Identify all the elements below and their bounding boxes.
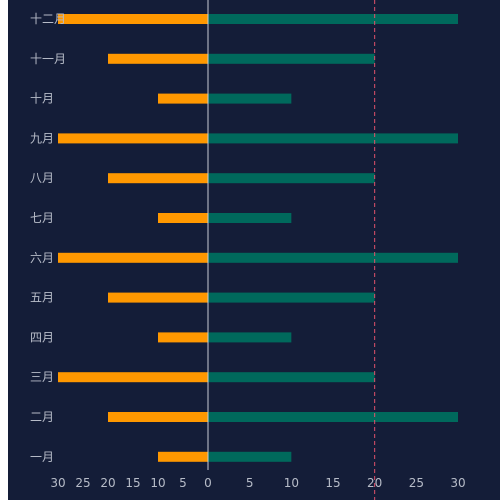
category-label-3: 三月	[30, 370, 54, 384]
right-bar-5	[208, 292, 375, 303]
right-bar-12	[208, 14, 458, 24]
category-label-1: 一月	[30, 450, 54, 464]
right-bar-2	[208, 412, 458, 422]
left-bar-3	[58, 372, 208, 383]
left-bar-2	[108, 412, 208, 422]
right-tick-30: 30	[450, 476, 465, 490]
right-tick-15: 15	[325, 476, 340, 490]
right-series-bars	[208, 14, 458, 462]
left-series-bars	[58, 14, 208, 462]
category-label-8: 八月	[30, 171, 54, 185]
left-bar-7	[158, 213, 208, 223]
right-tick-5: 5	[246, 476, 254, 490]
left-tick-5: 5	[179, 476, 187, 490]
left-bar-10	[158, 93, 208, 104]
left-bar-8	[108, 173, 208, 184]
left-tick-15: 15	[125, 476, 140, 490]
left-bar-12	[58, 14, 208, 24]
right-bar-9	[208, 133, 458, 144]
category-label-4: 四月	[30, 330, 54, 344]
right-bar-1	[208, 451, 292, 462]
butterfly-bar-chart: 一月 二月 三月 四月 五月 六月 七月 八月 九月 十月 十一月 十二月 30 25 20 15 10 5 0 5…	[30, 0, 466, 500]
category-label-9: 九月	[30, 131, 54, 145]
left-tick-25: 25	[75, 476, 90, 490]
category-label-10: 十月	[30, 92, 54, 106]
category-label-11: 十一月	[30, 52, 66, 66]
x-axis-tick-labels: 30 25 20 15 10 5 0 5 10 15 20 25 30	[50, 476, 465, 490]
left-tick-10: 10	[150, 476, 165, 490]
category-label-2: 二月	[30, 410, 54, 424]
right-bar-6	[208, 252, 458, 263]
right-bar-7	[208, 213, 292, 223]
right-bar-11	[208, 53, 375, 64]
left-tick-20: 20	[100, 476, 115, 490]
category-label-7: 七月	[30, 211, 54, 225]
left-bar-4	[158, 332, 208, 343]
left-bar-9	[58, 133, 208, 144]
right-bar-8	[208, 173, 375, 184]
left-bar-1	[158, 451, 208, 462]
category-label-6: 六月	[30, 251, 54, 265]
left-bar-6	[58, 252, 208, 263]
right-bar-3	[208, 372, 375, 383]
left-bar-5	[108, 292, 208, 303]
right-bar-10	[208, 93, 292, 104]
left-tick-0: 0	[204, 476, 212, 490]
chart-area: 一月 二月 三月 四月 五月 六月 七月 八月 九月 十月 十一月 十二月 30 25 20 15 10 5 0 5…	[8, 0, 500, 500]
right-tick-20: 20	[367, 476, 382, 490]
left-bar-11	[108, 53, 208, 64]
category-label-5: 五月	[30, 291, 54, 305]
category-labels: 一月 二月 三月 四月 五月 六月 七月 八月 九月 十月 十一月 十二月	[30, 12, 66, 464]
right-bar-4	[208, 332, 292, 343]
category-label-12: 十二月	[30, 12, 66, 26]
left-tick-30: 30	[50, 476, 65, 490]
right-tick-10: 10	[284, 476, 299, 490]
right-tick-25: 25	[409, 476, 424, 490]
